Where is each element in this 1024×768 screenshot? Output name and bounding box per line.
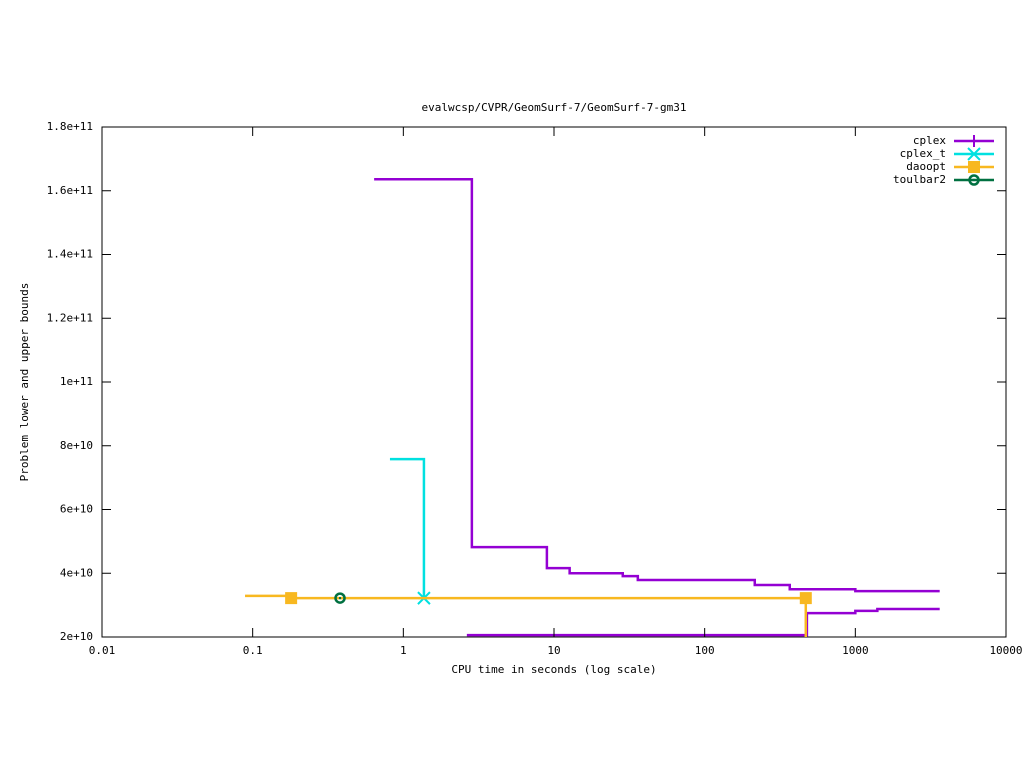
series-line <box>374 178 940 637</box>
marker <box>968 174 980 186</box>
y-tick-label: 1.2e+11 <box>47 311 93 324</box>
legend-label: toulbar2 <box>893 173 946 186</box>
plot-frame <box>101 126 1007 638</box>
marker-dot <box>972 178 976 182</box>
marker <box>967 147 981 161</box>
marker <box>334 592 346 604</box>
marker-dot <box>338 596 342 600</box>
x-tick-label: 10000 <box>989 644 1022 657</box>
x-tick-label: 1000 <box>842 644 869 657</box>
x-axis-label: CPU time in seconds (log scale) <box>451 663 656 676</box>
x-tick-label: 10 <box>547 644 560 657</box>
x-tick-label: 0.01 <box>89 644 116 657</box>
legend-label: cplex_t <box>900 147 946 160</box>
legend-label: cplex <box>913 134 946 147</box>
y-tick-label: 2e+10 <box>60 630 93 643</box>
y-tick-label: 8e+10 <box>60 439 93 452</box>
marker-ring <box>334 592 346 604</box>
x-tick-label: 100 <box>695 644 715 657</box>
marker <box>285 592 298 605</box>
chart-title: evalwcsp/CVPR/GeomSurf-7/GeomSurf-7-gm31 <box>422 101 687 114</box>
y-tick-label: 4e+10 <box>60 566 93 579</box>
series-line <box>389 457 426 599</box>
y-tick-label: 1.4e+11 <box>47 248 93 261</box>
marker <box>968 161 980 173</box>
y-tick-label: 6e+10 <box>60 503 93 516</box>
y-axis-label: Problem lower and upper bounds <box>18 283 31 482</box>
x-tick-label: 0.1 <box>243 644 263 657</box>
marker-ring <box>968 174 980 186</box>
y-tick-label: 1.6e+11 <box>47 184 93 197</box>
series-line <box>245 594 808 637</box>
plot-area <box>245 178 940 637</box>
x-tick-label: 1 <box>400 644 407 657</box>
y-tick-label: 1.8e+11 <box>47 120 93 133</box>
legend-label: daoopt <box>906 160 946 173</box>
y-tick-label: 1e+11 <box>60 375 93 388</box>
marker <box>799 592 812 605</box>
marker <box>968 135 980 147</box>
